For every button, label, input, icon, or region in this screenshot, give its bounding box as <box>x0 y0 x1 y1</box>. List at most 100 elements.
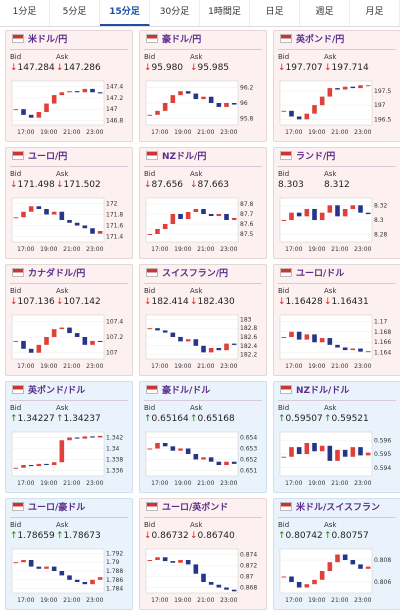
x-tick-label: 21:00 <box>331 363 348 370</box>
bid-value: 147.284 <box>10 63 55 73</box>
tab[interactable]: 週足 <box>300 0 350 26</box>
candle <box>155 229 160 234</box>
y-tick-label: 1.786 <box>106 577 123 584</box>
candle <box>67 575 72 580</box>
currency-card[interactable]: ユーロ/円Bid171.498Ask171.502172171.8171.617… <box>5 147 133 259</box>
candle <box>342 209 348 217</box>
candle <box>335 344 340 348</box>
y-tick-label: 96 <box>240 100 248 107</box>
y-tick-label: 0.594 <box>374 465 391 472</box>
x-tick-label: 19:00 <box>174 129 191 136</box>
candle <box>147 328 153 330</box>
x-tick-label: 21:00 <box>331 597 348 604</box>
mini-chart: 183 182.8 182.6 182.4 182.2 17:00 19:00 21:00 23… <box>145 314 257 370</box>
candle <box>201 209 206 214</box>
bid-label: Bid <box>278 287 290 295</box>
ask-value: 1.78673 <box>56 531 101 541</box>
candle <box>231 343 237 345</box>
candle <box>44 566 49 569</box>
x-tick-label: 17:00 <box>285 246 302 253</box>
currency-card[interactable]: 英ポンド/円Bid197.707Ask197.714197.5197196.51… <box>273 30 400 142</box>
currency-card[interactable]: ランド/円 Bid 8.303 Ask 8.312 8.32 8.3 8.28 17:00 19:… <box>273 147 400 259</box>
candle <box>170 332 176 337</box>
y-tick-label: 1.338 <box>106 457 123 464</box>
y-tick-label: 1.79 <box>106 559 120 566</box>
mini-chart: 0.808 0.806 17:00 19:00 21:00 23:00 <box>279 548 391 604</box>
candle <box>224 103 229 107</box>
y-tick-label: 107.4 <box>106 318 123 325</box>
candle <box>162 103 168 111</box>
tab[interactable]: 30分足 <box>150 0 200 26</box>
plot-area <box>279 80 373 126</box>
candle <box>304 584 310 588</box>
x-tick-label: 23:00 <box>354 363 371 370</box>
tab[interactable]: 日足 <box>250 0 300 26</box>
candle <box>82 436 88 439</box>
tab[interactable]: 1時間足 <box>200 0 250 26</box>
candle <box>178 91 183 96</box>
ask-value: 0.65168 <box>190 414 235 424</box>
candle <box>51 95 57 104</box>
x-tick-label: 21:00 <box>331 480 348 487</box>
ask-value: 0.80757 <box>324 531 369 541</box>
currency-card[interactable]: ユーロ/英ポンドBid0.86732Ask0.867400.8740.8720.… <box>139 498 267 610</box>
currency-card[interactable]: 米ドル/円Bid147.284Ask147.286147.4147.214714… <box>5 30 133 142</box>
candle <box>21 109 26 115</box>
candle <box>170 95 176 103</box>
ask-value: 1.34237 <box>56 414 101 424</box>
candle <box>82 582 88 585</box>
y-tick-label: 171.8 <box>106 212 123 219</box>
x-tick-label: 23:00 <box>86 363 103 370</box>
currency-card[interactable]: 豪ドル/ドルBid0.65164Ask0.651680.6540.6530.65… <box>139 381 267 493</box>
currency-card[interactable]: NZドル/ドルBid0.59507Ask0.595210.5960.5950.5… <box>273 381 400 493</box>
candle <box>59 327 65 330</box>
bid-label: Bid <box>278 53 290 61</box>
candle <box>201 457 206 460</box>
tab[interactable]: 月足 <box>350 0 400 26</box>
candle <box>90 579 95 585</box>
bid-label: Bid <box>278 404 290 412</box>
bid-value: 0.59507 <box>278 414 323 424</box>
x-tick-label: 19:00 <box>40 363 57 370</box>
y-tick-label: 87.8 <box>240 201 254 208</box>
candle <box>147 114 153 116</box>
ask-value: 147.286 <box>56 63 101 73</box>
mini-chart: 1.17 1.168 1.166 1.164 17:00 19:00 21:00 23:00 <box>279 314 391 370</box>
candle <box>365 212 371 215</box>
y-tick-label: 197.5 <box>374 88 391 95</box>
x-tick-label: 17:00 <box>17 363 34 370</box>
mini-chart: 147.4 147.2 147 146.8 17:00 19:00 21:00 23:00 <box>11 80 123 136</box>
currency-card[interactable]: カナダドル/円Bid107.136Ask107.142107.4107.2107… <box>5 264 133 376</box>
ask-label: Ask <box>56 404 69 412</box>
candle <box>59 92 65 96</box>
candle <box>44 463 49 465</box>
card-header: 米ドル/円 <box>10 31 128 50</box>
pair-name: NZドル/円 <box>162 152 207 162</box>
currency-card[interactable]: 豪ドル/円 Bid 95.980 Ask 95.985 96.2 96 95.8 17:00 19… <box>139 30 267 142</box>
candle <box>358 85 363 89</box>
tab[interactable]: 1分足 <box>0 0 50 26</box>
candle <box>231 103 237 105</box>
bid-label: Bid <box>10 287 22 295</box>
candle <box>296 582 302 588</box>
candle <box>67 437 72 441</box>
candle <box>178 560 183 563</box>
currency-card[interactable]: NZドル/円 Bid 87.656 Ask 87.663 87.8 87.7 87.6 87.5… <box>139 147 267 259</box>
candle <box>289 212 294 220</box>
tab[interactable]: 5分足 <box>50 0 100 26</box>
pair-name: カナダドル/円 <box>28 269 86 279</box>
candle <box>193 93 199 100</box>
x-tick-label: 21:00 <box>197 480 214 487</box>
card-header: スイスフラン/円 <box>144 265 262 284</box>
tab[interactable]: 15分足 <box>100 0 150 26</box>
y-tick-label: 0.874 <box>240 552 257 559</box>
y-tick-label: 1.166 <box>374 339 391 346</box>
candle <box>304 334 310 340</box>
candle <box>312 579 317 585</box>
y-tick-label: 8.32 <box>374 202 388 209</box>
